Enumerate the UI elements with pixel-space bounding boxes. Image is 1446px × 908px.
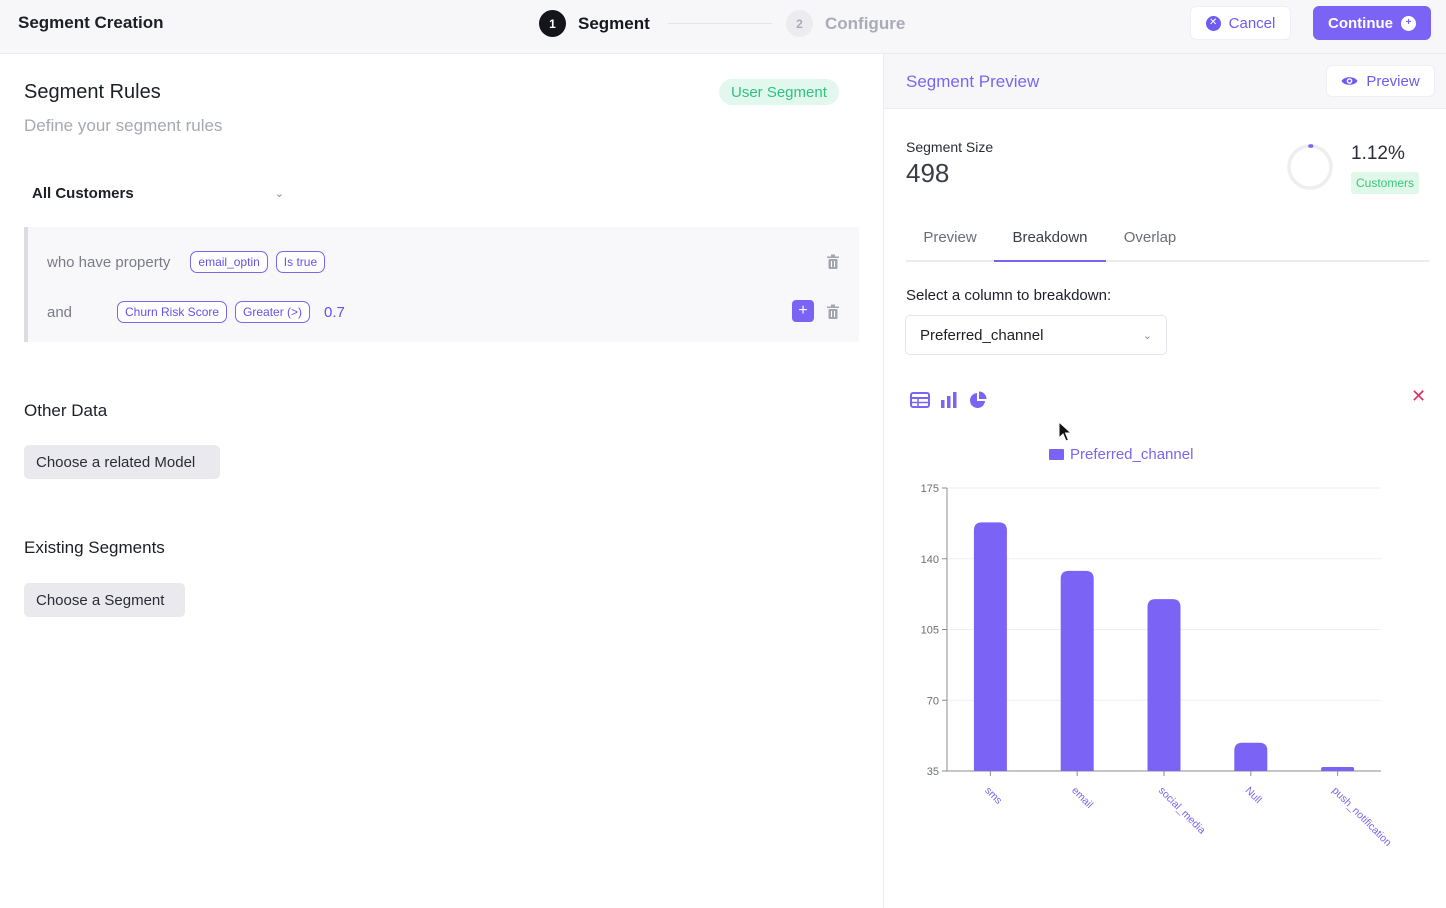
table-icon[interactable] <box>910 391 930 409</box>
rule-group: who have property email_optin Is true an… <box>24 227 859 342</box>
bar <box>1234 742 1268 771</box>
rules-title: Segment Rules <box>24 81 161 103</box>
plus-circle-icon: + <box>1401 15 1416 31</box>
step-label: Segment <box>578 13 650 33</box>
condition-value[interactable]: 0.7 <box>324 303 345 321</box>
continue-button[interactable]: Continue + <box>1313 6 1431 40</box>
rule-condition: and Churn Risk Score Greater (>) 0.7 <box>47 301 345 323</box>
tab-preview[interactable]: Preview <box>906 226 994 262</box>
tab-label: Preview <box>923 229 977 246</box>
pie-chart-icon[interactable] <box>968 391 988 409</box>
x-tick-label: social_media <box>1156 785 1208 837</box>
tab-breakdown[interactable]: Breakdown <box>994 226 1106 262</box>
x-tick-label: sms <box>982 785 1004 807</box>
tab-label: Breakdown <box>1012 229 1088 246</box>
trash-icon[interactable] <box>826 304 840 320</box>
operator-pill[interactable]: Greater (>) <box>235 301 311 323</box>
x-tick-label: email <box>1069 785 1095 811</box>
add-condition-button[interactable]: + <box>792 300 814 322</box>
y-tick-label: 70 <box>927 695 939 707</box>
preview-tabs: Preview Breakdown Overlap <box>906 226 1429 262</box>
chevron-down-icon: ⌄ <box>274 187 284 200</box>
eye-icon <box>1341 77 1358 85</box>
chevron-down-icon: ⌄ <box>1142 329 1152 342</box>
rule-condition: who have property email_optin Is true <box>47 251 326 273</box>
segment-percent-ring <box>1287 144 1333 190</box>
other-data-title: Other Data <box>24 401 108 420</box>
property-pill[interactable]: email_optin <box>190 251 268 273</box>
breakdown-label: Select a column to breakdown: <box>906 287 1112 304</box>
y-tick-label: 140 <box>921 554 939 566</box>
ring-progress-arc <box>1287 144 1333 190</box>
bar <box>1060 570 1094 771</box>
bar-chart-icon[interactable] <box>939 391 959 409</box>
bar <box>973 522 1007 771</box>
property-pill[interactable]: Churn Risk Score <box>117 301 228 323</box>
segment-size-value: 498 <box>906 158 950 188</box>
preview-title: Segment Preview <box>906 72 1040 91</box>
tab-overlap[interactable]: Overlap <box>1106 226 1194 262</box>
segment-type-badge: User Segment <box>719 79 839 105</box>
bar <box>1321 766 1355 771</box>
breakdown-column-select[interactable]: Preferred_channel ⌄ <box>905 315 1167 355</box>
condition-prefix: and <box>47 303 73 321</box>
existing-segments-title: Existing Segments <box>24 538 165 557</box>
close-icon[interactable]: ✕ <box>1411 386 1427 406</box>
x-circle-icon: ✕ <box>1205 15 1221 31</box>
rules-panel <box>0 54 883 908</box>
plus-icon: + <box>798 302 808 319</box>
preview-button[interactable]: Preview <box>1326 65 1435 97</box>
panel-divider <box>883 54 884 908</box>
choose-model-button[interactable]: Choose a related Model <box>24 445 220 479</box>
step-connector <box>668 23 772 24</box>
y-tick-label: 175 <box>921 483 939 495</box>
base-audience-dropdown[interactable]: All Customers ⌄ <box>32 183 284 203</box>
condition-prefix: who have property <box>47 253 171 271</box>
x-tick-label: push_notification <box>1329 785 1393 849</box>
continue-label: Continue <box>1328 14 1393 32</box>
segment-percent: 1.12% <box>1351 143 1405 164</box>
chart-legend: Preferred_channel <box>1049 446 1193 463</box>
rules-subtitle: Define your segment rules <box>24 116 223 135</box>
step-number: 1 <box>539 10 566 37</box>
choose-segment-button[interactable]: Choose a Segment <box>24 583 185 617</box>
customers-badge: Customers <box>1351 172 1420 194</box>
legend-label: Preferred_channel <box>1070 446 1194 463</box>
cancel-button[interactable]: ✕ Cancel <box>1190 6 1291 40</box>
step-number: 2 <box>786 10 813 37</box>
step-configure[interactable]: 2 Configure <box>786 10 905 37</box>
bar <box>1147 599 1181 771</box>
app-title: Segment Creation <box>18 13 164 32</box>
preview-button-label: Preview <box>1366 72 1420 90</box>
tab-label: Overlap <box>1123 229 1177 246</box>
base-audience-value: All Customers <box>32 184 134 202</box>
breakdown-bar-chart: 35 70 105 140 175 sms email social_media Null pus… <box>921 483 1394 849</box>
trash-icon[interactable] <box>826 254 840 270</box>
cancel-label: Cancel <box>1228 14 1276 32</box>
y-tick-label: 105 <box>921 625 939 637</box>
breakdown-column-value: Preferred_channel <box>920 326 1044 344</box>
mouse-cursor-icon <box>1058 421 1072 442</box>
segment-size-label: Segment Size <box>906 139 994 155</box>
step-label: Configure <box>825 13 906 33</box>
step-segment[interactable]: 1 Segment <box>539 10 650 37</box>
legend-swatch <box>1049 449 1064 460</box>
y-tick-label: 35 <box>927 766 939 778</box>
x-tick-label: Null <box>1243 785 1264 806</box>
operator-pill[interactable]: Is true <box>275 251 326 273</box>
